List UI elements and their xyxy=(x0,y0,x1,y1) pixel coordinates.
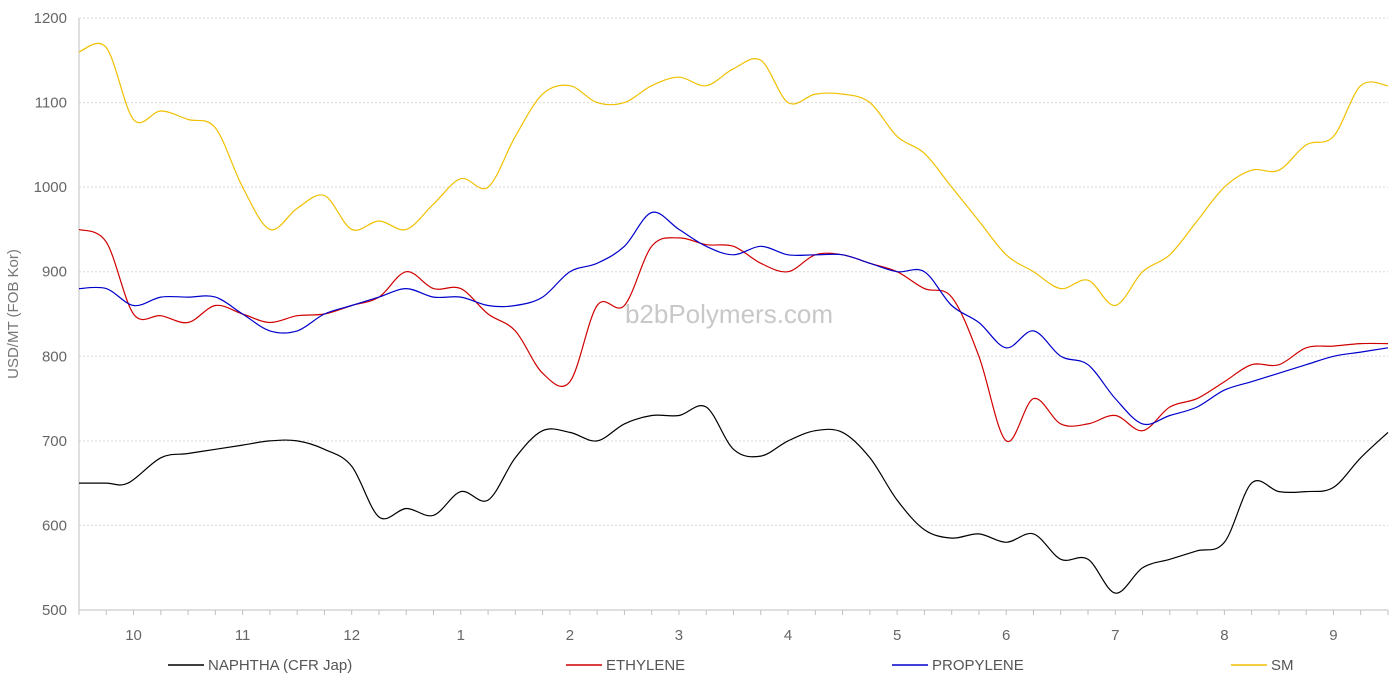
y-tick-label: 600 xyxy=(42,517,67,534)
y-tick-label: 700 xyxy=(42,433,67,450)
watermark-text: b2bPolymers.com xyxy=(625,299,833,329)
x-tick-label: 3 xyxy=(675,627,683,644)
legend-label-ethylene: ETHYLENE xyxy=(606,657,685,674)
series-line-ethylene xyxy=(78,228,1389,442)
x-tick-label: 9 xyxy=(1329,627,1337,644)
legend-label-sm: SM xyxy=(1271,657,1294,674)
x-tick-label: 6 xyxy=(1002,627,1010,644)
y-tick-label: 500 xyxy=(42,602,67,619)
y-axis-title: USD/MT (FOB Kor) xyxy=(5,249,22,379)
series-lines xyxy=(78,42,1389,594)
y-tick-label: 1100 xyxy=(35,95,67,112)
series-line-naphtha-cfr-jap xyxy=(79,405,1389,594)
legend-label-naphtha-cfr-jap: NAPHTHA (CFR Jap) xyxy=(208,657,352,674)
x-tick-label: 8 xyxy=(1220,627,1228,644)
y-tick-label: 1000 xyxy=(34,179,67,196)
legend: NAPHTHA (CFR Jap) ETHYLENE PROPYLENE SM xyxy=(168,657,1294,674)
y-tick-labels: 500 600 700 800 900 1000 1100 1200 xyxy=(34,10,67,619)
x-tick-label: 12 xyxy=(343,627,360,644)
series-line-sm xyxy=(78,42,1389,307)
x-tick-label: 1 xyxy=(457,627,465,644)
x-tick-label: 5 xyxy=(893,627,901,644)
x-tick-label: 7 xyxy=(1111,627,1119,644)
x-tick-label: 2 xyxy=(566,627,574,644)
y-tick-label: 1200 xyxy=(34,10,67,27)
y-tick-label: 900 xyxy=(42,264,67,281)
x-tick-labels: 10 11 12 1 2 3 4 5 6 7 8 9 xyxy=(78,610,1389,644)
x-tick-label: 4 xyxy=(784,627,792,644)
series-line-propylene xyxy=(78,211,1389,426)
legend-label-propylene: PROPYLENE xyxy=(932,657,1024,674)
x-tick-label: 10 xyxy=(125,627,142,644)
x-tick-label: 11 xyxy=(235,627,251,644)
y-tick-label: 800 xyxy=(42,348,67,365)
